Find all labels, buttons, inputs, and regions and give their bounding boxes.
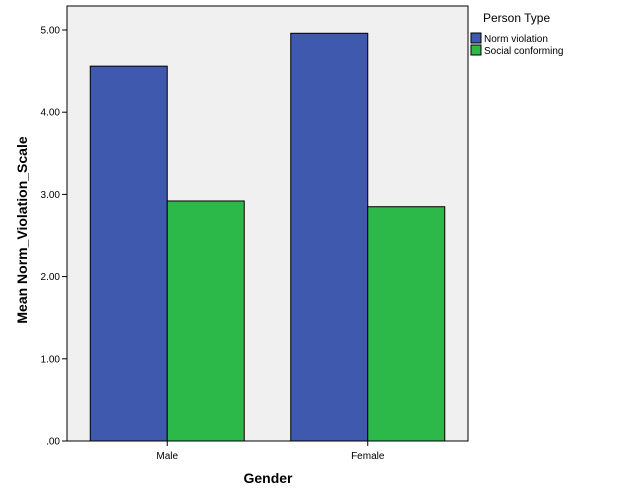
bar-norm-violation-female: [290, 32, 369, 442]
legend-label: Social conforming: [484, 46, 563, 57]
y-axis-title: Mean Norm_Violation_Scale: [14, 136, 30, 323]
legend-label: Norm violation: [484, 34, 548, 45]
y-tick-label: 4.00: [41, 108, 61, 119]
x-tick-label: Female: [351, 451, 385, 462]
legend-title: Person Type: [483, 11, 550, 25]
y-tick-label: 1.00: [41, 354, 61, 365]
x-tick-label: Male: [156, 451, 178, 462]
y-tick-label: 3.00: [41, 190, 61, 201]
bars: [89, 32, 446, 442]
y-tick-label: 5.00: [41, 26, 61, 37]
y-tick-label: .00: [46, 437, 60, 448]
legend-swatch: [470, 32, 482, 44]
bar-social-conforming-male: [166, 200, 245, 442]
bar-social-conforming-female: [367, 206, 446, 442]
bar-norm-violation-male: [89, 65, 168, 442]
x-axis-title: Gender: [243, 470, 293, 486]
y-tick-label: 2.00: [41, 272, 61, 283]
plot-area-border: [66, 5, 469, 442]
x-axis-ticks: Male Female: [156, 441, 385, 462]
y-axis-ticks: .00 1.00 2.00 3.00 4.00 5.00: [41, 26, 67, 448]
legend-swatch: [470, 44, 482, 56]
